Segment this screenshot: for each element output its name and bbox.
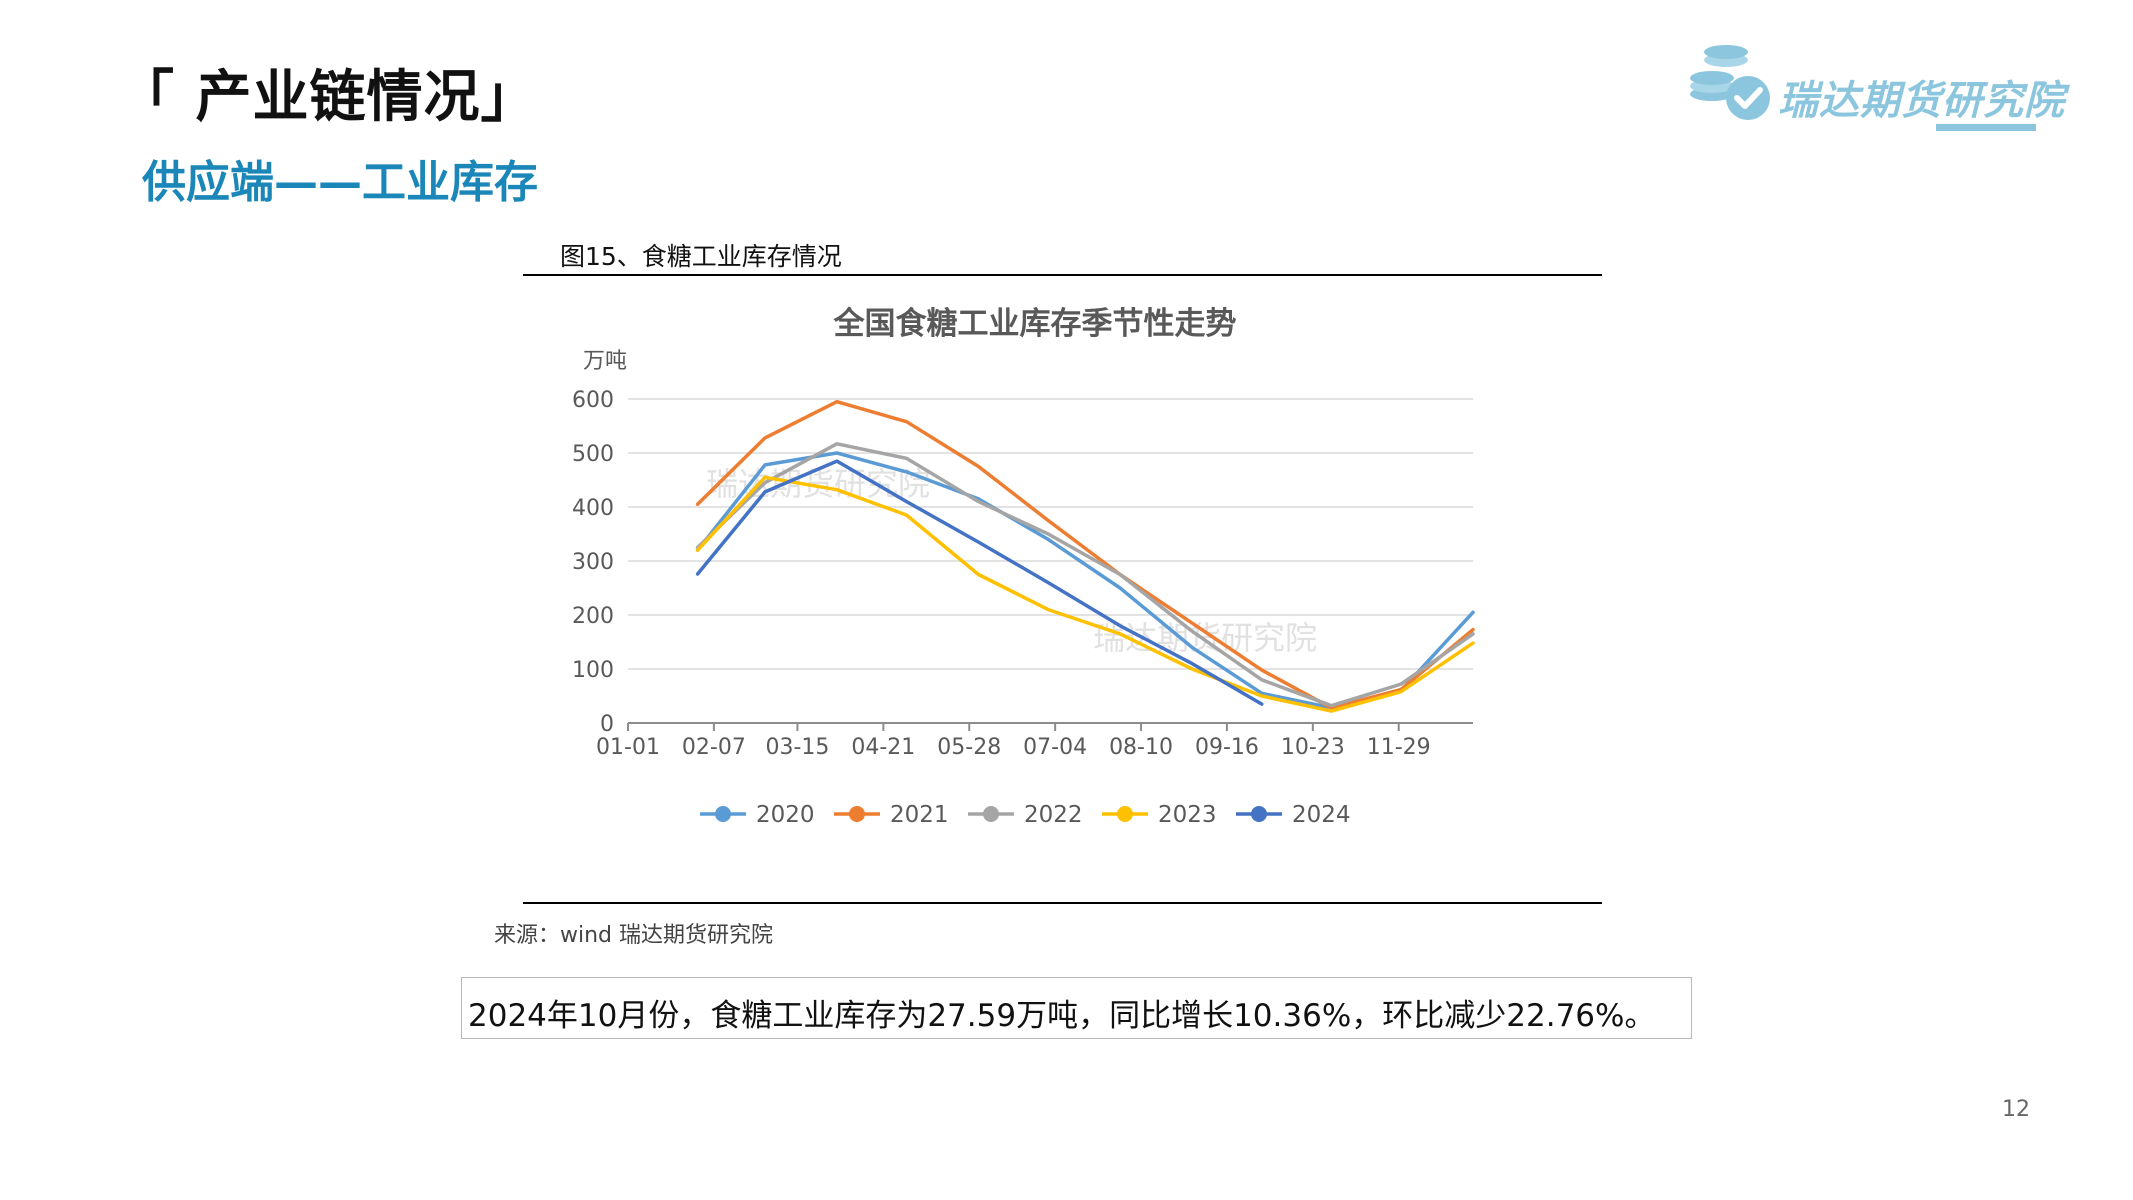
legend-item-2021: 2021	[834, 802, 949, 828]
chart-series	[695, 399, 1475, 713]
series-line-2022	[695, 442, 1475, 708]
coins-check-icon	[1690, 45, 1770, 120]
legend-swatch-marker	[849, 806, 865, 822]
section-title: 「 产业链情况」	[118, 65, 538, 130]
chart-title: 全国食糖工业库存季节性走势	[833, 306, 1237, 342]
y-axis-label: 万吨	[583, 349, 627, 374]
x-tick-label: 02-07	[682, 735, 746, 760]
y-tick-label: 600	[572, 388, 614, 413]
summary-text: 2024年10月份，食糖工业库存为27.59万吨，同比增长10.36%，环比减少…	[468, 998, 1656, 1034]
x-tick-label: 11-29	[1367, 735, 1431, 760]
series-line-2024	[695, 459, 1264, 706]
series-line-2021	[695, 399, 1475, 710]
legend-swatch-marker	[1117, 806, 1133, 822]
x-tick-label: 09-16	[1195, 735, 1259, 760]
legend-label: 2020	[756, 802, 815, 828]
legend-item-2020: 2020	[700, 802, 815, 828]
y-tick-label: 200	[572, 604, 614, 629]
legend-swatch-marker	[715, 806, 731, 822]
y-tick-label: 500	[572, 442, 614, 467]
legend-label: 2024	[1292, 802, 1351, 828]
logo-text: 瑞达期货研究院	[1778, 78, 2065, 124]
figure-bottom-rule	[523, 902, 1602, 904]
chart-grid	[628, 398, 1473, 670]
legend-swatch-marker	[983, 806, 999, 822]
series-line-2023	[695, 475, 1475, 713]
watermark: 瑞达期货研究院	[706, 465, 930, 503]
y-tick-label: 0	[600, 712, 614, 737]
x-tick-label: 01-01	[596, 735, 660, 760]
legend-label: 2023	[1158, 802, 1217, 828]
chart-axis: 0 100 200 300 400 500 600 01-01 02-07 03-15 04-21 0…	[572, 388, 1473, 760]
chart-legend: 2020 2021 2022 2023 2024	[700, 802, 1351, 828]
legend-item-2024: 2024	[1236, 802, 1351, 828]
legend-label: 2022	[1024, 802, 1083, 828]
x-tick-label: 04-21	[851, 735, 915, 760]
source-note: 来源：wind 瑞达期货研究院	[494, 923, 774, 948]
logo	[1690, 45, 1770, 120]
page-number: 12	[2002, 1097, 2030, 1122]
legend-swatch-marker	[1251, 806, 1267, 822]
caption-rule	[523, 274, 1602, 276]
inventory-seasonal-chart: 0 100 200 300 400 500 600 01-01 02-07 03-15 04-21 0…	[572, 306, 1475, 828]
x-tick-label: 10-23	[1281, 735, 1345, 760]
legend-item-2023: 2023	[1102, 802, 1217, 828]
x-tick-label: 05-28	[937, 735, 1001, 760]
x-tick-label: 08-10	[1109, 735, 1173, 760]
legend-item-2022: 2022	[968, 802, 1083, 828]
y-tick-label: 300	[572, 550, 614, 575]
x-tick-label: 03-15	[765, 735, 829, 760]
section-subtitle: 供应端——工业库存	[142, 157, 538, 208]
legend-label: 2021	[890, 802, 949, 828]
summary-box: 2024年10月份，食糖工业库存为27.59万吨，同比增长10.36%，环比减少…	[461, 977, 1692, 1039]
y-tick-label: 100	[572, 658, 614, 683]
figure-caption: 图15、食糖工业库存情况	[560, 242, 842, 271]
x-tick-label: 07-04	[1023, 735, 1087, 760]
y-tick-label: 400	[572, 496, 614, 521]
logo-underline	[1936, 124, 2036, 131]
